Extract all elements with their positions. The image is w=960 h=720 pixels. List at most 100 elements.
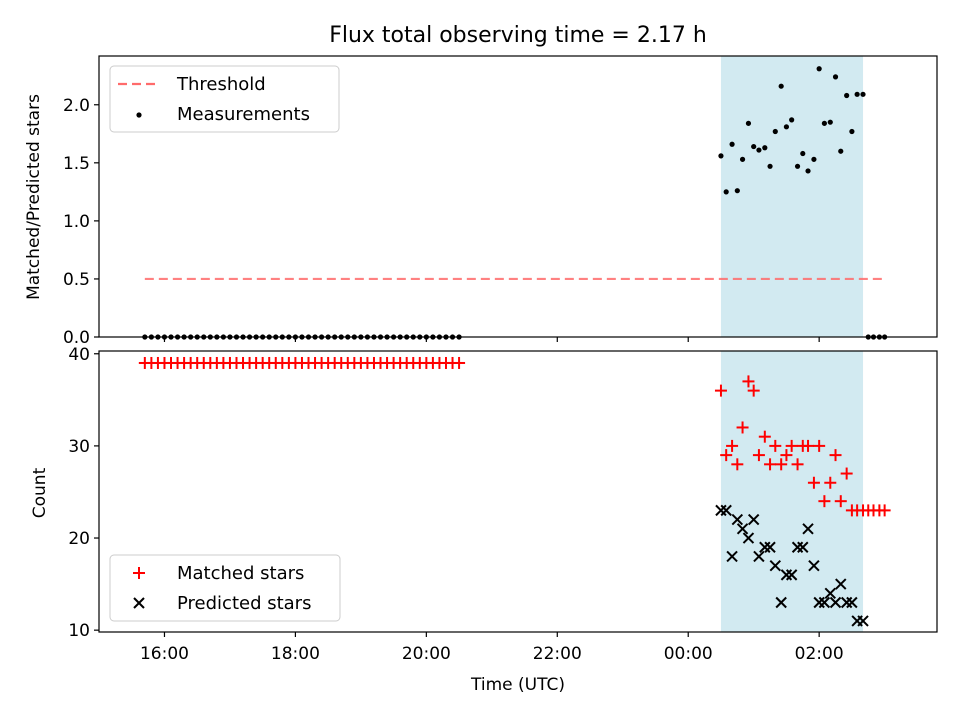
predicted-star-marker: [720, 504, 732, 517]
y-tick-label: 40: [68, 345, 90, 365]
x-tick-label: 16:00: [140, 644, 189, 664]
predicted-star-marker: [747, 513, 760, 526]
matched-star-marker: [714, 384, 727, 397]
matched-star-marker: [834, 495, 847, 508]
predicted-star-marker: [829, 596, 842, 609]
measurement-point: [756, 147, 762, 153]
predicted-star-marker: [780, 569, 793, 581]
predicted-star-marker: [813, 596, 825, 609]
x-axis-label: Time (UTC): [470, 675, 565, 695]
measurement-point: [739, 156, 746, 162]
measurement-point: [821, 120, 827, 126]
x-tick-label: 20:00: [402, 644, 451, 664]
measurement-point: [718, 153, 724, 159]
matched-star-marker: [818, 495, 831, 508]
measurement-point: [832, 74, 839, 80]
matched-star-marker: [758, 430, 771, 443]
x-tick-label: 18:00: [271, 644, 320, 664]
x-tick-label: 22:00: [533, 644, 582, 664]
bottom-legend: Matched stars Predicted stars: [109, 554, 341, 622]
predicted-star-marker: [742, 532, 755, 544]
x-tick-label: 02:00: [795, 644, 844, 664]
legend-matched-swatch: [133, 567, 145, 579]
predicted-star-marker: [818, 596, 831, 609]
predicted-star-marker: [785, 569, 798, 581]
predicted-star-marker: [840, 596, 853, 609]
matched-star-marker: [720, 449, 733, 462]
matched-star-marker: [802, 439, 815, 452]
measurement-point: [767, 163, 773, 169]
matched-star-marker: [775, 458, 788, 471]
measurement-point: [751, 143, 757, 150]
matched-star-marker: [747, 384, 760, 397]
matched-star-marker: [824, 476, 837, 489]
matched-star-marker: [785, 439, 798, 452]
predicted-star-marker: [791, 541, 804, 553]
measurement-point: [723, 189, 729, 195]
bottom-legend-box: [109, 554, 341, 622]
predicted-star-marker: [736, 523, 749, 535]
measurement-point: [860, 91, 866, 97]
predicted-star-marker: [802, 523, 814, 535]
legend-measurements-swatch: [136, 112, 142, 118]
predicted-star-marker: [759, 541, 771, 553]
matched-star-marker: [453, 356, 466, 369]
predicted-star-marker: [857, 615, 869, 627]
predicted-star-marker: [726, 550, 738, 563]
matched-star-marker: [731, 458, 744, 471]
matched-stars-points: [138, 356, 891, 517]
chart-title: Flux total observing time = 2.17 h: [329, 23, 707, 48]
x-tick-label: 00:00: [664, 644, 713, 664]
measurement-point: [778, 83, 784, 89]
matched-star-marker: [736, 421, 749, 434]
measurement-point: [783, 124, 790, 130]
measurement-point: [844, 92, 850, 99]
top-legend-box: [109, 65, 340, 133]
y-tick-label: 2.0: [63, 96, 90, 116]
predicted-stars-points: [715, 504, 869, 627]
predicted-star-marker: [824, 587, 836, 600]
measurement-point: [854, 91, 860, 97]
y-tick-label: 0.0: [63, 328, 90, 348]
measurement-point: [811, 156, 817, 162]
legend-matched-label: Matched stars: [177, 563, 304, 584]
matched-star-marker: [780, 449, 793, 462]
predicted-star-marker: [835, 578, 847, 590]
top-y-ticks: 0.0 0.5 1.0 1.5 2.0: [63, 96, 99, 348]
matched-star-marker: [829, 449, 842, 462]
y-tick-label: 30: [68, 437, 90, 457]
y-tick-label: 1.0: [63, 212, 90, 232]
predicted-star-marker: [769, 559, 781, 572]
legend-predicted-label: Predicted stars: [177, 593, 311, 614]
legend-predicted-swatch: [133, 597, 145, 609]
predicted-star-marker: [715, 504, 727, 517]
matched-star-marker: [769, 439, 782, 452]
matched-star-marker: [742, 375, 755, 388]
y-tick-label: 1.5: [63, 154, 90, 174]
predicted-star-marker: [846, 596, 858, 609]
top-x-ticks: [163, 337, 820, 342]
legend-threshold-label: Threshold: [176, 74, 266, 95]
predicted-star-marker: [753, 550, 765, 563]
predicted-star-marker: [731, 513, 744, 526]
measurement-point: [729, 141, 735, 147]
matched-star-marker: [791, 458, 804, 471]
bottom-y-ticks: 10 20 30 40: [68, 345, 99, 641]
matched-star-marker: [840, 467, 853, 480]
bottom-x-ticks: 16:00 18:00 20:00 22:00 00:00 02:00: [140, 632, 844, 664]
top-legend: Threshold Measurements: [109, 65, 340, 133]
bottom-axes-frame: [98, 350, 938, 633]
matched-star-marker: [807, 476, 820, 489]
measurement-point: [789, 117, 795, 123]
bottom-y-axis-label: Count: [30, 467, 50, 518]
predicted-star-marker: [764, 541, 776, 553]
predicted-star-marker: [797, 541, 809, 553]
matched-star-marker: [878, 504, 891, 517]
matched-star-marker: [752, 449, 765, 462]
matched-star-marker: [726, 439, 739, 452]
y-tick-label: 0.5: [63, 270, 90, 290]
matched-star-marker: [764, 458, 777, 471]
measurement-point: [816, 66, 822, 72]
